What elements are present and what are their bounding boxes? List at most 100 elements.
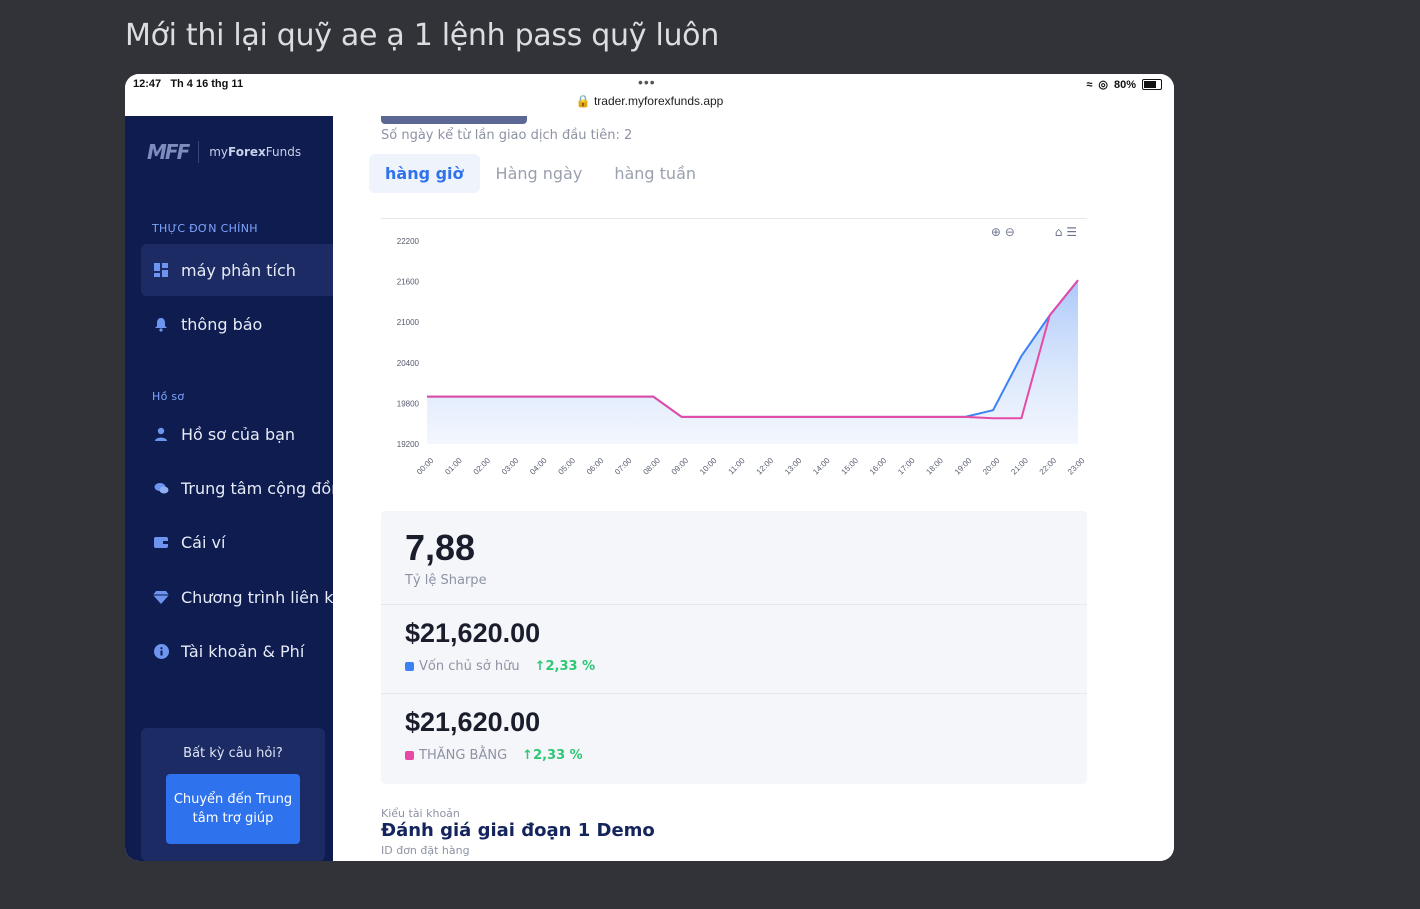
x-tick-label: 14:00 <box>811 456 832 477</box>
message-text: Mới thi lại quỹ ae ạ 1 lệnh pass quỹ luô… <box>125 18 719 53</box>
logo-mark: MFF <box>147 140 190 164</box>
zoom-controls: ⊕ ⊖ <box>991 225 1015 239</box>
help-center-button[interactable]: Chuyển đến Trung tâm trợ giúp <box>166 774 300 844</box>
address-bar[interactable]: 🔒 trader.myforexfunds.app <box>125 94 1174 108</box>
tab-hourly[interactable]: hàng giờ <box>369 154 480 193</box>
equity-area <box>427 280 1078 444</box>
equity-label: Vốn chủ sở hữu <box>419 659 520 674</box>
browser-statusbar: 12:47 Th 4 16 thg 11 ••• 🔒 trader.myfore… <box>125 74 1174 117</box>
sidebar-item-wallet[interactable]: Cái ví <box>141 516 333 568</box>
sidebar-item-label: thông báo <box>181 314 263 334</box>
x-tick-label: 21:00 <box>1009 456 1030 477</box>
logo-text-suffix: Funds <box>265 145 302 159</box>
tab-weekly[interactable]: hàng tuần <box>614 164 697 183</box>
orientation-lock-icon: ◎ <box>1098 79 1108 91</box>
x-tick-label: 15:00 <box>840 456 861 477</box>
sidebar-item-accounts-fees[interactable]: Tài khoản & Phí <box>141 625 333 677</box>
x-tick-label: 22:00 <box>1038 456 1059 477</box>
sidebar-item-notifications[interactable]: thông báo <box>141 298 333 350</box>
balance-change-value: 2,33 % <box>533 748 583 763</box>
balance-value: $21,620.00 <box>405 707 541 737</box>
equity-change: ↑2,33 % <box>534 659 596 674</box>
chat-icon <box>153 480 169 496</box>
main-content: Số ngày kể từ lần giao dịch đầu tiên: 2 … <box>333 116 1174 861</box>
account-type-label: Kiểu tài khoản <box>381 807 460 820</box>
status-time: 12:47 Th 4 16 thg 11 <box>133 78 243 90</box>
more-dots-icon[interactable]: ••• <box>638 74 656 90</box>
sidebar-item-community[interactable]: Trung tâm cộng đồng <box>141 462 333 514</box>
diamond-icon <box>153 589 169 605</box>
embedded-screenshot[interactable]: 12:47 Th 4 16 thg 11 ••• 🔒 trader.myfore… <box>125 74 1174 861</box>
balance-label-row: THĂNG BẰNG ↑2,33 % <box>405 748 583 763</box>
y-tick-label: 22200 <box>397 237 420 246</box>
equity-label-row: Vốn chủ sở hữu ↑2,33 % <box>405 659 595 674</box>
logo[interactable]: MFF myForexFunds <box>147 140 301 164</box>
balance-label: THĂNG BẰNG <box>419 748 508 763</box>
zoom-out-icon[interactable]: ⊖ <box>1004 225 1015 239</box>
info-icon <box>153 643 169 659</box>
x-tick-label: 18:00 <box>924 456 945 477</box>
x-tick-label: 12:00 <box>755 456 776 477</box>
url-text: trader.myforexfunds.app <box>593 94 724 108</box>
user-icon <box>153 426 169 442</box>
x-tick-label: 11:00 <box>727 456 747 476</box>
equity-value: $21,620.00 <box>405 618 541 648</box>
sidebar-item-profile[interactable]: Hồ sơ của bạn <box>141 408 333 460</box>
x-tick-label: 01:00 <box>443 456 464 477</box>
account-type-value: Đánh giá giai đoạn 1 Demo <box>381 820 655 841</box>
x-tick-label: 10:00 <box>698 456 719 477</box>
zoom-in-icon[interactable]: ⊕ <box>990 225 1001 239</box>
sidebar-item-label: máy phân tích <box>181 260 296 280</box>
equity-legend-dot <box>405 662 414 671</box>
x-tick-label: 23:00 <box>1066 456 1087 477</box>
logo-text: myForexFunds <box>209 145 301 159</box>
clock: 12:47 <box>133 78 162 90</box>
logo-text-bold: Forex <box>228 145 266 159</box>
sidebar-item-label: Trung tâm cộng đồng <box>181 478 333 498</box>
wallet-icon <box>153 534 169 550</box>
balance-change: ↑2,33 % <box>522 748 583 763</box>
x-tick-label: 00:00 <box>415 456 436 477</box>
x-tick-label: 09:00 <box>670 456 691 477</box>
dashboard-icon <box>153 262 169 278</box>
x-tick-label: 08:00 <box>641 456 662 477</box>
equity-chart[interactable]: ⊕ ⊖ ⌂ ☰ 19200 19800 20400 21000 21600 22200 00… <box>381 218 1087 487</box>
chart-toolbar: ⊕ ⊖ ⌂ ☰ <box>991 225 1077 239</box>
y-tick-label: 19800 <box>397 399 420 408</box>
menu-icon[interactable]: ☰ <box>1066 225 1077 239</box>
sidebar-item-label: Cái ví <box>181 532 226 552</box>
sidebar-item-affiliate[interactable]: Chương trình liên kết <box>141 571 333 623</box>
battery-icon <box>1142 79 1162 90</box>
y-tick-label: 19200 <box>397 440 420 449</box>
x-tick-label: 03:00 <box>500 456 521 477</box>
top-button-partial[interactable] <box>381 116 527 124</box>
logo-divider <box>198 141 200 163</box>
x-tick-label: 16:00 <box>868 456 889 477</box>
order-id-label: ID đơn đặt hàng <box>381 844 470 857</box>
bell-icon <box>153 316 169 332</box>
help-question: Bất kỳ câu hỏi? <box>183 746 283 761</box>
x-tick-label: 04:00 <box>528 456 549 477</box>
stats-divider <box>381 693 1087 694</box>
sidebar: MFF myForexFunds THỰC ĐƠN CHÍNH máy phân… <box>125 116 333 861</box>
x-tick-label: 19:00 <box>953 456 974 477</box>
sharpe-label: Tỷ lệ Sharpe <box>405 573 487 588</box>
home-icon[interactable]: ⌂ <box>1054 225 1063 239</box>
x-tick-label: 17:00 <box>896 456 917 477</box>
sidebar-item-dashboard[interactable]: máy phân tích <box>141 244 333 296</box>
help-box: Bất kỳ câu hỏi? Chuyển đến Trung tâm trợ… <box>141 728 325 861</box>
lock-icon: 🔒 <box>575 94 591 108</box>
status-icons: ≈ ◎ 80% <box>1086 78 1162 91</box>
balance-line <box>427 279 1079 420</box>
y-tick-label: 21000 <box>397 318 420 327</box>
y-tick-label: 20400 <box>397 359 420 368</box>
stats-divider <box>381 604 1087 605</box>
tab-daily[interactable]: Hàng ngày <box>495 164 583 183</box>
y-tick-label: 21600 <box>397 278 420 287</box>
profile-section-label: Hồ sơ <box>152 390 185 403</box>
x-tick-label: 07:00 <box>613 456 634 477</box>
balance-legend-dot <box>405 751 414 760</box>
x-tick-label: 05:00 <box>556 456 577 477</box>
battery-level: 80% <box>1113 78 1136 91</box>
sidebar-item-label: Tài khoản & Phí <box>181 641 305 661</box>
